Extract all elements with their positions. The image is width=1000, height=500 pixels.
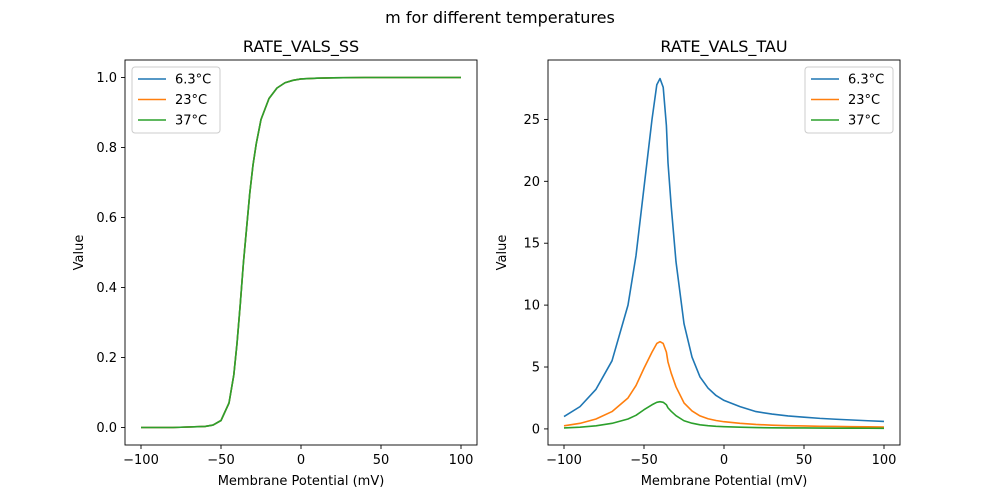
y-tick-label: 0.2 <box>96 351 117 366</box>
x-axis-label: Membrane Potential (mV) <box>218 474 385 489</box>
x-tick-label: −100 <box>123 453 159 468</box>
x-tick-label: 50 <box>373 453 390 468</box>
legend-label: 23°C <box>175 93 207 108</box>
x-tick-label: −50 <box>207 453 234 468</box>
y-tick-label: 0.8 <box>96 141 117 156</box>
legend-label: 6.3°C <box>175 73 211 88</box>
legend-box <box>804 66 894 134</box>
legend-label: 23°C <box>848 93 880 108</box>
y-tick-label: 0.0 <box>96 421 117 436</box>
x-tick-label: −100 <box>546 453 582 468</box>
y-tick-label: 10 <box>523 299 540 314</box>
x-axis-label: Membrane Potential (mV) <box>641 474 808 489</box>
y-tick-label: 0 <box>532 422 540 437</box>
x-tick-label: −50 <box>630 453 657 468</box>
legend-label: 37°C <box>175 114 207 129</box>
x-tick-label: 100 <box>449 453 474 468</box>
subplot-title: RATE_VALS_TAU <box>660 37 787 57</box>
y-tick-label: 20 <box>523 175 540 190</box>
x-tick-label: 100 <box>872 453 897 468</box>
legend-label: 37°C <box>848 114 880 129</box>
x-tick-label: 0 <box>720 453 728 468</box>
legend-box <box>131 66 221 134</box>
x-tick-label: 50 <box>796 453 813 468</box>
series-line-3 <box>141 76 461 429</box>
y-tick-label: 15 <box>523 237 540 252</box>
y-tick-label: 0.6 <box>96 211 117 226</box>
series-line-2 <box>563 340 885 428</box>
y-tick-label: 25 <box>523 113 540 128</box>
y-tick-label: 0.4 <box>96 281 117 296</box>
series-line-1 <box>563 77 885 423</box>
y-tick-label: 5 <box>532 361 540 376</box>
y-axis-label: Value <box>72 235 87 271</box>
subplot-title: RATE_VALS_SS <box>243 37 359 57</box>
y-tick-label: 1.0 <box>96 71 117 86</box>
x-tick-label: 0 <box>297 453 305 468</box>
series-line-3 <box>563 400 885 430</box>
figure-title: m for different temperatures <box>385 8 615 27</box>
y-axis-label: Value <box>495 235 510 271</box>
legend-label: 6.3°C <box>848 73 884 88</box>
